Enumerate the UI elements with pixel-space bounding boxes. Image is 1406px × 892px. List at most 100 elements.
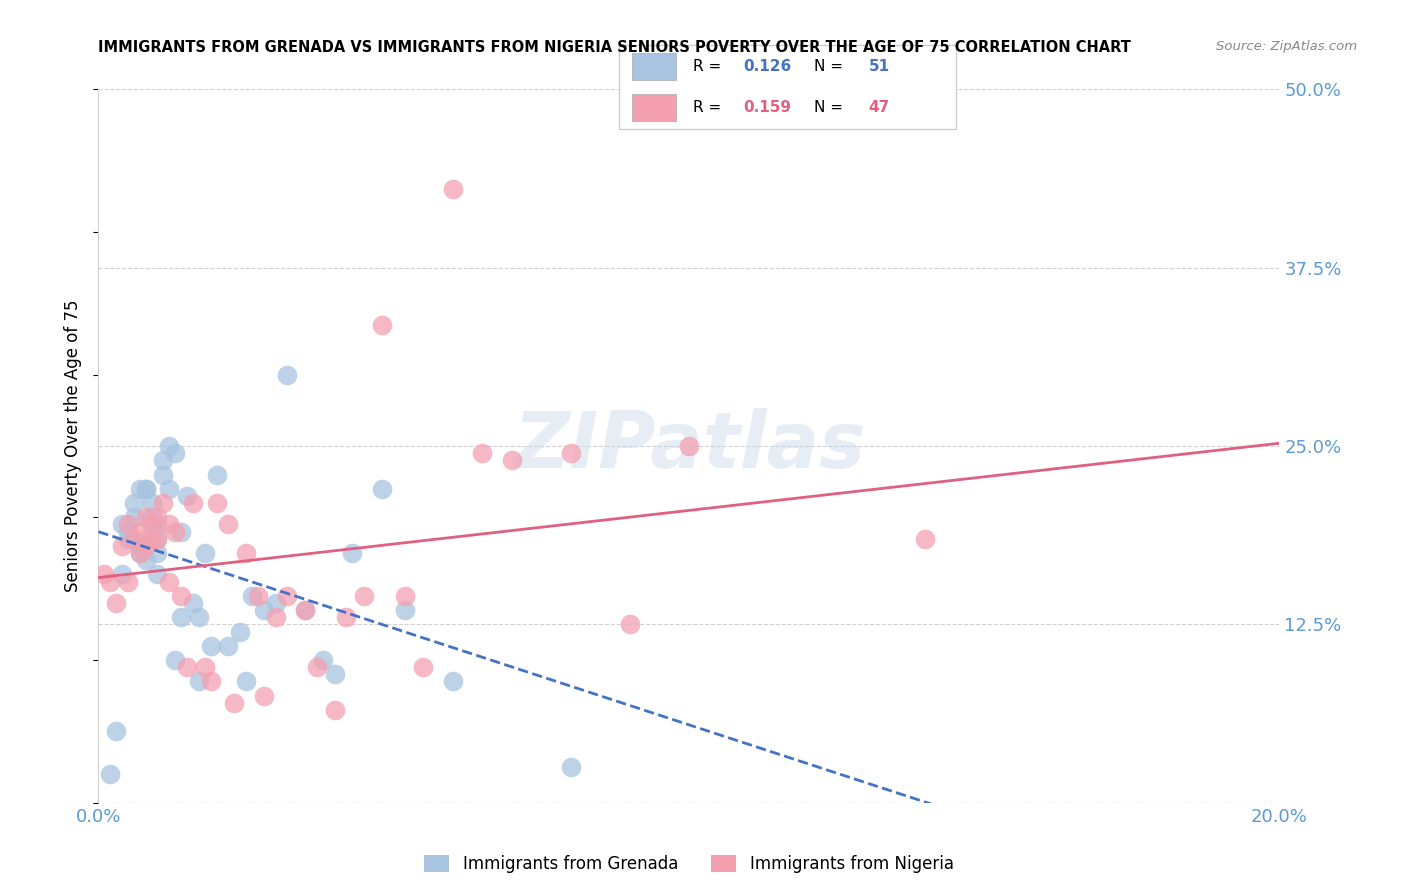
Point — [146, 532, 169, 546]
Legend: Immigrants from Grenada, Immigrants from Nigeria: Immigrants from Grenada, Immigrants from… — [418, 848, 960, 880]
Point — [560, 446, 582, 460]
Point — [141, 524, 163, 539]
Point — [205, 496, 228, 510]
Point — [128, 482, 150, 496]
Point — [294, 603, 316, 617]
Point — [152, 467, 174, 482]
Point — [157, 517, 180, 532]
Text: 47: 47 — [869, 100, 890, 115]
Point — [323, 667, 346, 681]
Point — [128, 524, 150, 539]
Point — [176, 660, 198, 674]
Text: R =: R = — [693, 100, 725, 115]
Point — [111, 517, 134, 532]
Point — [471, 446, 494, 460]
Text: 51: 51 — [869, 59, 890, 74]
Point — [200, 674, 222, 689]
Point — [501, 453, 523, 467]
Point — [152, 453, 174, 467]
Point — [253, 689, 276, 703]
Point — [235, 546, 257, 560]
Point — [224, 696, 246, 710]
Point — [135, 482, 157, 496]
Point — [371, 318, 394, 332]
Point — [187, 610, 209, 624]
Point — [105, 724, 128, 739]
Point — [105, 596, 128, 610]
Point — [678, 439, 700, 453]
Point — [170, 524, 193, 539]
Point — [276, 589, 298, 603]
Point — [335, 610, 357, 624]
Point — [194, 546, 217, 560]
Point — [353, 589, 375, 603]
Text: 0.159: 0.159 — [744, 100, 792, 115]
Point — [128, 546, 150, 560]
Text: N =: N = — [814, 59, 848, 74]
Point — [217, 517, 239, 532]
Point — [176, 489, 198, 503]
Point — [117, 524, 139, 539]
Text: N =: N = — [814, 100, 848, 115]
Point — [157, 482, 180, 496]
Point — [181, 596, 204, 610]
Point — [122, 532, 145, 546]
Point — [122, 496, 145, 510]
Point — [157, 574, 180, 589]
Point — [128, 546, 150, 560]
Point — [619, 617, 641, 632]
Point — [128, 539, 150, 553]
Point — [146, 546, 169, 560]
Point — [152, 496, 174, 510]
Point — [276, 368, 298, 382]
Point — [217, 639, 239, 653]
Point — [412, 660, 434, 674]
Text: IMMIGRANTS FROM GRENADA VS IMMIGRANTS FROM NIGERIA SENIORS POVERTY OVER THE AGE : IMMIGRANTS FROM GRENADA VS IMMIGRANTS FR… — [98, 40, 1132, 55]
Point — [181, 496, 204, 510]
Point — [135, 510, 157, 524]
Point — [305, 660, 328, 674]
Point — [141, 532, 163, 546]
Text: Source: ZipAtlas.com: Source: ZipAtlas.com — [1216, 40, 1357, 54]
Point — [200, 639, 222, 653]
Point — [117, 517, 139, 532]
Point — [165, 524, 187, 539]
Point — [246, 589, 269, 603]
Bar — [633, 54, 676, 80]
Point — [146, 517, 169, 532]
Point — [371, 482, 394, 496]
Point — [441, 182, 464, 196]
Point — [194, 660, 217, 674]
Point — [323, 703, 346, 717]
Point — [170, 610, 193, 624]
Point — [394, 589, 416, 603]
Point — [146, 510, 169, 524]
Point — [141, 510, 163, 524]
Point — [264, 610, 287, 624]
Point — [253, 603, 276, 617]
Point — [394, 603, 416, 617]
Point — [264, 596, 287, 610]
Point — [146, 532, 169, 546]
Point — [135, 539, 157, 553]
Point — [235, 674, 257, 689]
Point — [146, 567, 169, 582]
Point — [135, 553, 157, 567]
Point — [93, 567, 115, 582]
Point — [240, 589, 263, 603]
Text: ZIPatlas: ZIPatlas — [513, 408, 865, 484]
Point — [342, 546, 364, 560]
Point — [122, 510, 145, 524]
Point — [117, 532, 139, 546]
Point — [294, 603, 316, 617]
Point — [165, 446, 187, 460]
Point — [98, 767, 121, 781]
Point — [560, 760, 582, 774]
Point — [170, 589, 193, 603]
Bar — [633, 94, 676, 120]
Point — [312, 653, 335, 667]
Point — [98, 574, 121, 589]
Point — [111, 567, 134, 582]
Point — [205, 467, 228, 482]
Text: R =: R = — [693, 59, 725, 74]
